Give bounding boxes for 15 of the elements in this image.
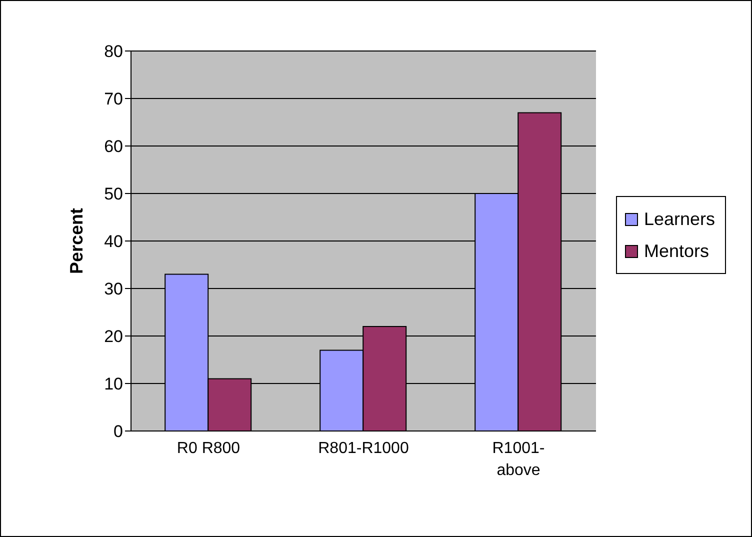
y-tick-label: 10 [104,374,123,394]
x-tick-label: R0 R800 [176,440,240,457]
y-tick-label: 80 [104,42,123,62]
legend-label: Mentors [644,240,710,263]
y-tick-label: 70 [104,90,123,109]
y-tick-label: 40 [104,232,123,252]
y-tick-label: 0 [114,422,123,442]
y-tick-label: 50 [104,184,123,204]
y-tick-label: 20 [104,327,123,346]
x-tick-label: R801-R1000 [318,440,409,457]
x-tick-label: R1001-above [492,440,545,479]
y-tick-label: 60 [104,137,123,156]
legend-label: Learners [644,208,716,231]
y-axis-title: Percent [66,208,86,274]
y-tick-label: 30 [104,280,123,299]
